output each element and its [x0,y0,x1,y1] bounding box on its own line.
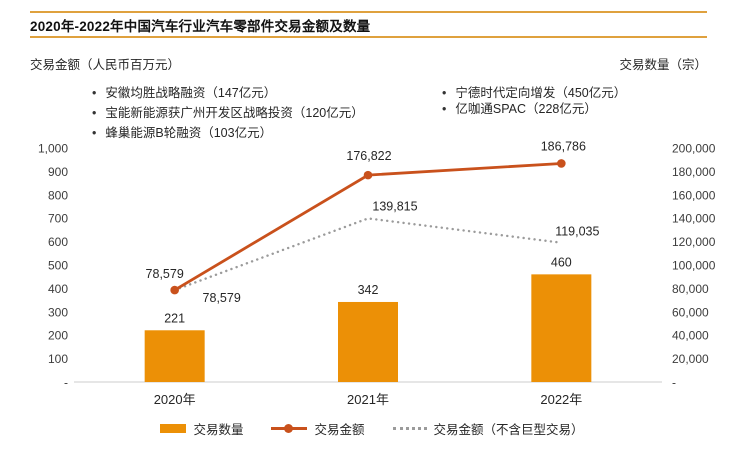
note-item: • 宝能新能源获广州开发区战略投资（120亿元） [92,103,364,123]
legend-label: 交易金额（不含巨型交易） [433,423,584,437]
left-axis-tick: 900 [48,165,68,179]
right-axis-tick: 40,000 [672,329,709,343]
note-text: 宝能新能源获广州开发区战略投资（120亿元） [105,106,364,120]
line-point-marker [557,159,566,168]
right-axis-tick: 60,000 [672,305,709,319]
right-axis-tick: 20,000 [672,352,709,366]
right-axis-tick: 140,000 [672,212,716,226]
note-item: • 宁德时代定向增发（450亿元） [442,85,626,101]
bullet-icon: • [92,126,97,140]
left-axis-tick: 700 [48,212,68,226]
bullet-icon: • [92,86,97,100]
note-item: • 安徽均胜战略融资（147亿元） [92,83,364,103]
line-value-label: 186,786 [541,139,586,153]
left-axis-tick: 200 [48,329,68,343]
legend-item-deal-value-ex-mega: 交易金额（不含巨型交易） [392,419,584,438]
solid-line-series [173,162,562,292]
line-value-label: 176,822 [346,149,391,163]
note-item: • 蜂巢能源B轮融资（103亿元） [92,123,364,143]
bar-swatch-icon [160,424,187,433]
bar-value-label: 460 [551,255,572,269]
left-axis-title: 交易金额（人民币百万元） [30,58,181,72]
right-axis-tick: 200,000 [672,142,716,156]
dotted-line-value-label: 78,579 [203,291,241,305]
bar-value-label: 221 [164,311,185,325]
left-axis-tick: 800 [48,188,68,202]
x-axis-label: 2021年 [347,392,389,407]
dotted-line-marker-icon [392,427,427,430]
legend-item-deal-value: 交易金额 [271,419,365,438]
x-axis-label: 2022年 [540,392,582,407]
bar-2021年 [338,301,398,382]
header-rule-bottom [30,36,707,38]
right-axis-tick: 180,000 [672,165,716,179]
left-axis-tick: 500 [48,259,68,273]
legend-label: 交易金额 [314,423,365,437]
dotted-line-value-label: 119,035 [555,225,599,239]
deal-notes-left: • 安徽均胜战略融资（147亿元） • 宝能新能源获广州开发区战略投资（120亿元） •… [92,83,364,143]
right-axis-tick: 160,000 [672,188,716,202]
bullet-icon: • [92,106,97,120]
line-point-marker [363,170,373,180]
page-title: 2020年-2022年中国汽车行业汽车零部件交易金额及数量 [30,19,371,34]
bar-value-label: 342 [358,283,379,297]
bar-2020年 [144,330,205,382]
left-axis-tick: - [64,376,68,390]
note-text: 安徽均胜战略融资（147亿元） [105,86,277,100]
deal-notes-right: • 宁德时代定向增发（450亿元） • 亿咖通SPAC（228亿元） [442,85,626,117]
legend-item-deal-count: 交易数量 [160,419,243,438]
chart-legend: 交易数量 交易金额 交易金额（不含巨型交易） [0,419,744,438]
dotted-line-series [173,217,563,292]
note-text: 亿咖通SPAC（228亿元） [455,102,597,116]
right-axis-tick: 120,000 [672,235,716,249]
bar-2022年 [531,274,592,382]
line-value-label: 78,579 [146,267,184,281]
right-axis-tick: 80,000 [672,282,709,296]
left-axis-tick: 1,000 [38,142,68,156]
left-axis-tick: 600 [48,235,68,249]
legend-label: 交易数量 [193,423,244,437]
left-axis-tick: 300 [48,305,68,319]
right-axis-tick: - [672,376,676,390]
bullet-icon: • [442,102,447,116]
x-axis-label: 2020年 [154,392,196,407]
note-text: 蜂巢能源B轮融资（103亿元） [105,126,273,140]
note-item: • 亿咖通SPAC（228亿元） [442,101,626,117]
right-axis-tick: 100,000 [672,259,716,273]
bullet-icon: • [442,86,447,100]
right-axis-title: 交易数量（宗） [619,58,707,72]
header-rule-top [30,11,707,13]
dotted-line-value-label: 139,815 [372,199,417,213]
line-marker-icon [271,424,308,433]
line-point-marker [170,285,179,295]
note-text: 宁德时代定向增发（450亿元） [455,86,627,100]
left-axis-tick: 400 [48,282,68,296]
left-axis-tick: 100 [48,352,68,366]
